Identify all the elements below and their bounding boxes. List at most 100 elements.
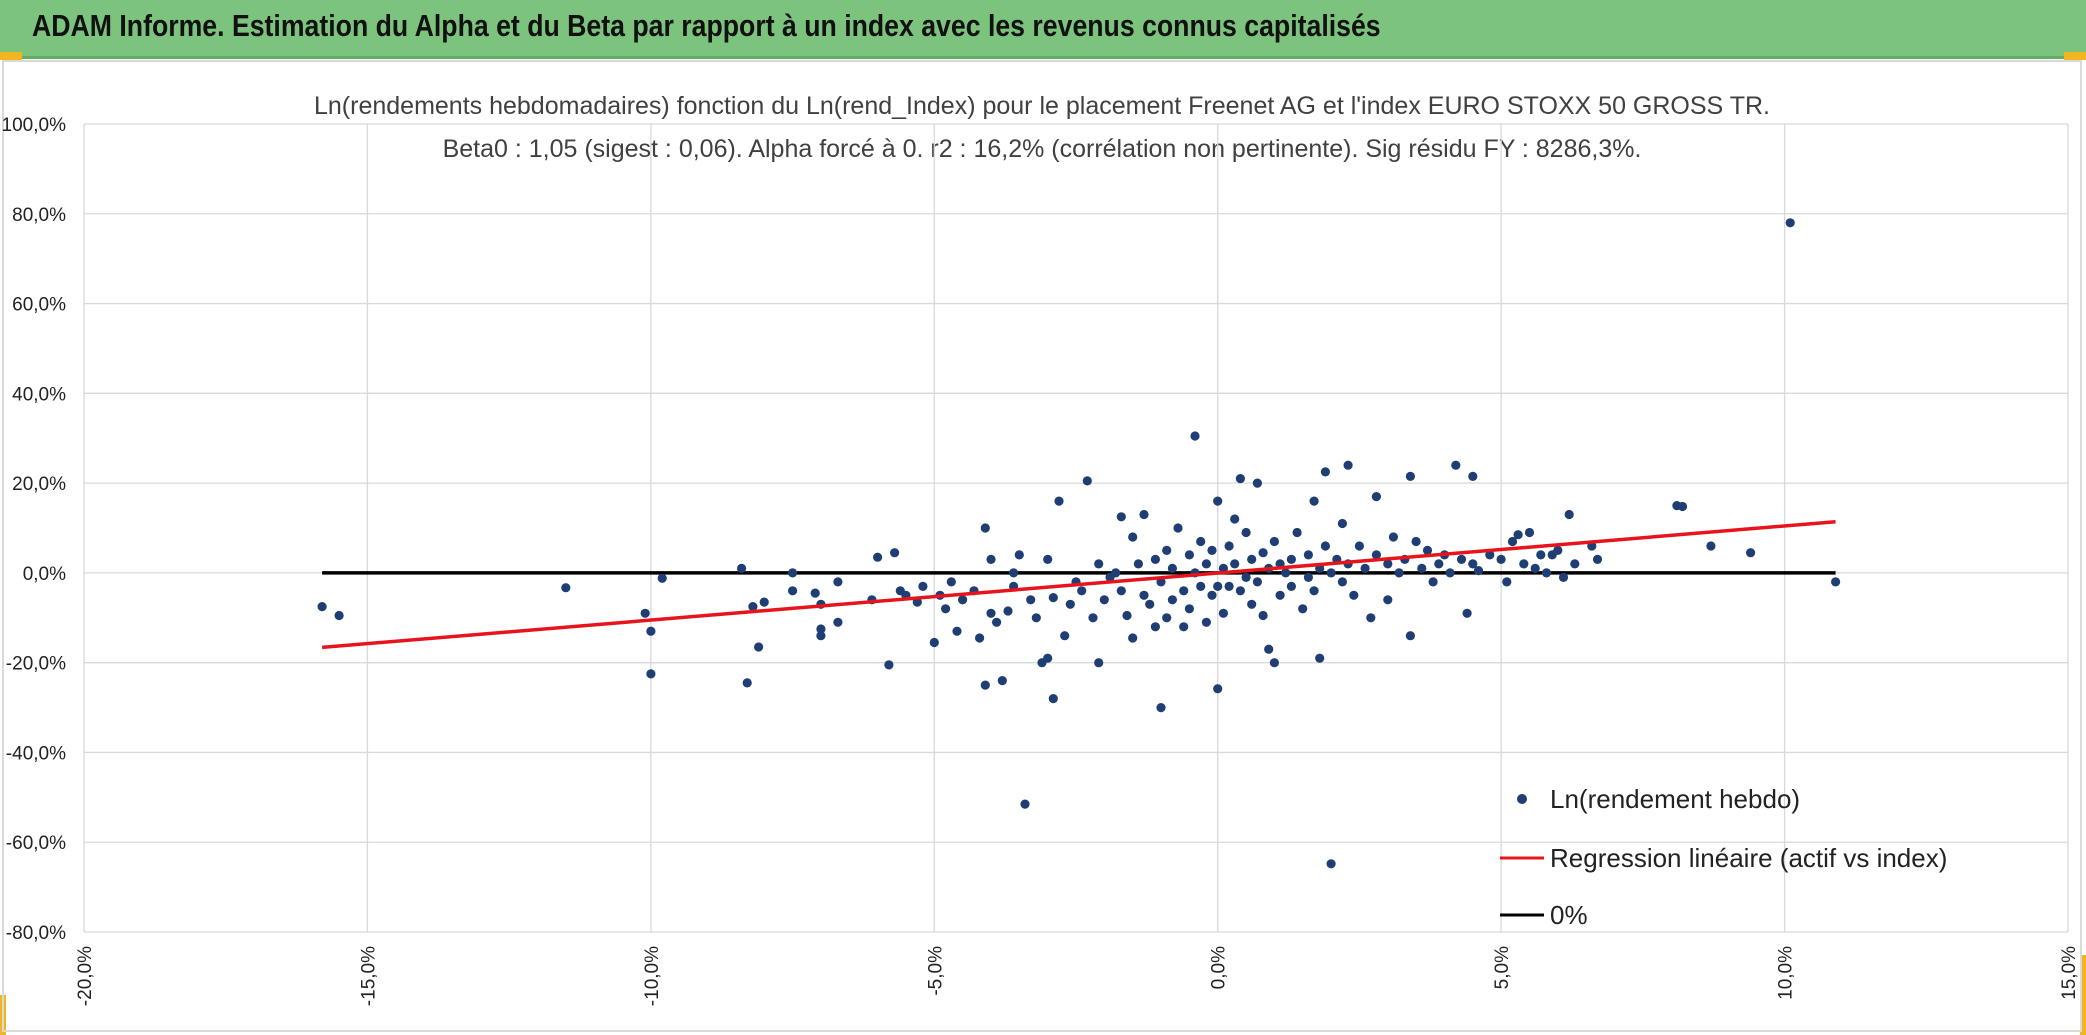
data-point bbox=[1252, 577, 1262, 587]
data-point bbox=[1241, 572, 1251, 583]
data-point bbox=[646, 626, 656, 636]
data-point bbox=[1286, 554, 1296, 565]
data-point bbox=[1179, 622, 1189, 632]
data-point bbox=[873, 552, 883, 562]
legend-label-zero: 0% bbox=[1550, 900, 1588, 930]
data-point bbox=[1116, 512, 1126, 522]
data-point bbox=[754, 642, 764, 652]
data-point bbox=[1541, 568, 1552, 578]
data-point bbox=[1502, 577, 1512, 587]
data-point bbox=[334, 610, 344, 621]
data-point bbox=[1309, 496, 1319, 506]
data-point bbox=[1366, 613, 1376, 623]
data-point bbox=[884, 660, 894, 670]
data-point bbox=[1343, 460, 1353, 470]
data-point bbox=[975, 633, 985, 643]
data-point bbox=[1116, 586, 1126, 596]
data-point bbox=[1014, 550, 1024, 560]
data-point bbox=[646, 669, 656, 679]
data-point bbox=[1530, 563, 1540, 574]
data-point bbox=[1326, 859, 1336, 869]
data-point bbox=[1309, 586, 1319, 596]
data-point bbox=[1507, 536, 1518, 547]
data-point bbox=[833, 617, 843, 627]
data-point bbox=[1428, 577, 1438, 587]
grid bbox=[83, 123, 2069, 933]
data-point bbox=[1167, 563, 1177, 574]
x-tick-label: 5,0% bbox=[1492, 946, 1513, 989]
data-point bbox=[1099, 595, 1109, 605]
data-point bbox=[1184, 604, 1194, 614]
data-point bbox=[1247, 599, 1257, 609]
data-point bbox=[1496, 554, 1506, 565]
data-point bbox=[941, 604, 951, 614]
data-point bbox=[958, 595, 968, 605]
y-tick-label: -80,0% bbox=[6, 923, 66, 944]
data-point bbox=[1411, 536, 1421, 547]
data-point bbox=[1315, 653, 1325, 663]
data-point bbox=[1207, 545, 1217, 556]
corner-marker bbox=[2080, 955, 2086, 1035]
data-point bbox=[1196, 581, 1206, 592]
data-point bbox=[1241, 527, 1251, 538]
data-point bbox=[1298, 604, 1308, 614]
data-point bbox=[1156, 703, 1166, 713]
chart-title: Ln(rendements hebdomadaires) fonction du… bbox=[314, 92, 1770, 120]
data-point bbox=[1388, 532, 1398, 542]
data-point bbox=[1445, 568, 1455, 578]
data-point bbox=[1706, 541, 1716, 551]
data-point bbox=[742, 678, 752, 688]
data-point bbox=[986, 554, 996, 565]
data-point bbox=[1150, 622, 1160, 632]
data-point bbox=[1230, 559, 1240, 569]
data-point bbox=[1201, 559, 1211, 569]
data-point bbox=[1139, 590, 1149, 600]
data-point bbox=[1213, 581, 1223, 592]
x-tick-label: 10,0% bbox=[1776, 946, 1797, 1000]
data-point bbox=[1354, 541, 1364, 551]
data-point bbox=[1303, 550, 1313, 560]
data-point bbox=[1173, 523, 1183, 533]
data-point bbox=[1337, 577, 1347, 587]
data-point bbox=[1048, 593, 1058, 603]
data-point bbox=[1677, 501, 1688, 512]
data-point bbox=[1184, 550, 1194, 560]
data-point bbox=[1201, 617, 1211, 627]
data-point bbox=[1082, 476, 1092, 486]
data-point bbox=[946, 577, 956, 587]
data-point bbox=[1054, 496, 1064, 506]
data-point bbox=[1422, 545, 1433, 556]
data-point bbox=[1235, 474, 1245, 484]
data-point bbox=[1371, 550, 1381, 560]
corner-marker bbox=[0, 52, 22, 60]
data-point bbox=[952, 626, 962, 636]
data-point bbox=[1592, 554, 1603, 565]
data-point bbox=[1558, 572, 1569, 583]
data-point bbox=[1320, 467, 1330, 477]
chart-frame bbox=[2, 60, 2082, 1032]
legend-label-regression: Regression linéaire (actif vs index) bbox=[1550, 843, 1947, 873]
data-point bbox=[1167, 595, 1177, 605]
y-tick-label: -20,0% bbox=[6, 654, 66, 675]
data-point bbox=[1094, 559, 1104, 569]
data-point bbox=[788, 586, 798, 596]
data-point bbox=[788, 568, 798, 578]
data-point bbox=[1258, 548, 1268, 558]
data-point bbox=[1553, 545, 1563, 556]
data-point bbox=[561, 583, 571, 593]
data-point bbox=[1831, 577, 1841, 587]
data-point bbox=[1060, 631, 1070, 641]
data-point bbox=[1111, 568, 1121, 578]
data-point bbox=[1434, 559, 1444, 569]
data-point bbox=[1264, 644, 1274, 654]
data-point bbox=[1383, 559, 1393, 569]
data-point bbox=[1031, 613, 1041, 623]
y-tick-label: 80,0% bbox=[12, 205, 66, 226]
x-tick-label: -5,0% bbox=[925, 946, 946, 996]
data-point bbox=[992, 617, 1002, 627]
data-point bbox=[1349, 590, 1359, 600]
data-point bbox=[929, 637, 939, 648]
y-tick-label: -40,0% bbox=[6, 743, 66, 764]
data-point bbox=[1513, 530, 1523, 540]
data-point bbox=[1417, 563, 1427, 574]
